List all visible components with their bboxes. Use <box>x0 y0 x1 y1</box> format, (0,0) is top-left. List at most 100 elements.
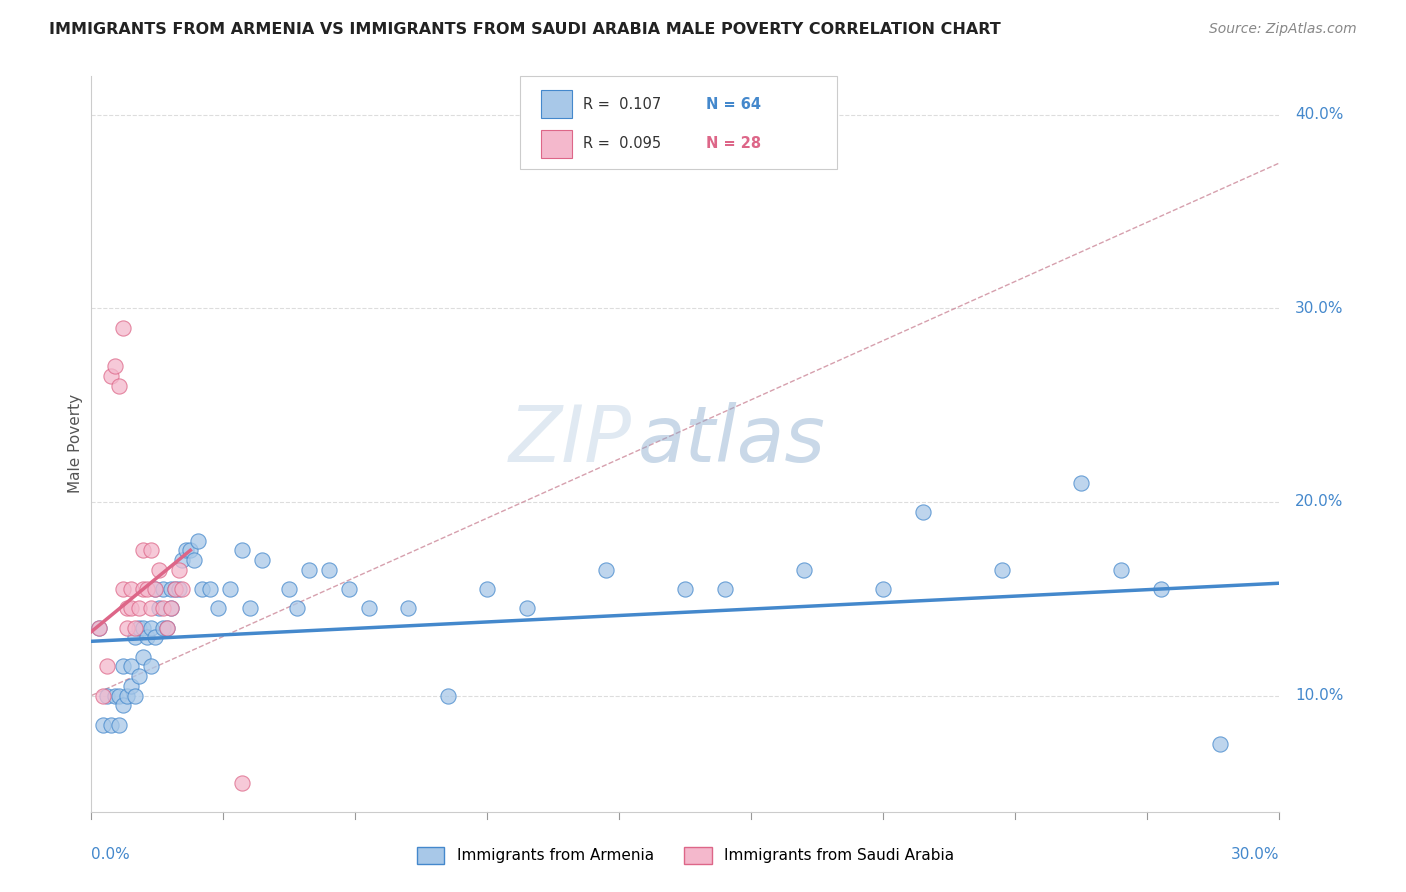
Text: Source: ZipAtlas.com: Source: ZipAtlas.com <box>1209 22 1357 37</box>
Point <box>108 378 131 392</box>
Point <box>1109 563 1132 577</box>
Point <box>104 689 127 703</box>
Point <box>714 582 737 596</box>
Point <box>115 621 138 635</box>
Point <box>285 601 308 615</box>
Point <box>152 582 174 596</box>
Point <box>191 582 214 596</box>
Point <box>172 553 194 567</box>
Legend: Immigrants from Armenia, Immigrants from Saudi Arabia: Immigrants from Armenia, Immigrants from… <box>411 840 960 871</box>
Y-axis label: Male Poverty: Male Poverty <box>67 394 83 493</box>
Point <box>132 543 155 558</box>
Point <box>231 543 253 558</box>
Point <box>139 621 162 635</box>
Point <box>112 698 135 713</box>
Point <box>124 689 146 703</box>
Point <box>337 582 360 596</box>
Text: 0.0%: 0.0% <box>91 847 131 862</box>
Text: ZIP: ZIP <box>509 402 631 478</box>
Text: 10.0%: 10.0% <box>1295 688 1344 703</box>
Point <box>104 359 127 374</box>
Point <box>159 601 181 615</box>
Point <box>357 601 380 615</box>
Point <box>152 621 174 635</box>
Point <box>128 601 150 615</box>
Point <box>991 563 1014 577</box>
Point <box>100 369 122 384</box>
Point <box>132 621 155 635</box>
Point <box>108 717 131 731</box>
Point <box>298 563 321 577</box>
Point <box>132 649 155 664</box>
Point <box>124 621 146 635</box>
Point <box>112 659 135 673</box>
Point <box>231 775 253 789</box>
Point <box>89 621 111 635</box>
Point <box>91 717 114 731</box>
Point <box>143 631 166 645</box>
Point <box>139 601 162 615</box>
Text: 30.0%: 30.0% <box>1232 847 1279 862</box>
Point <box>139 659 162 673</box>
Point <box>148 601 170 615</box>
Point <box>120 601 142 615</box>
Point <box>115 689 138 703</box>
Text: 40.0%: 40.0% <box>1295 107 1344 122</box>
Point <box>135 582 157 596</box>
Point <box>200 582 222 596</box>
Point <box>396 601 419 615</box>
Point <box>152 601 174 615</box>
Point <box>219 582 242 596</box>
Point <box>132 582 155 596</box>
Point <box>239 601 262 615</box>
Point <box>100 717 122 731</box>
Point <box>128 621 150 635</box>
Point <box>172 582 194 596</box>
Point <box>128 669 150 683</box>
Point <box>139 543 162 558</box>
Point <box>872 582 894 596</box>
Point <box>250 553 273 567</box>
Text: 20.0%: 20.0% <box>1295 494 1344 509</box>
Point <box>91 689 114 703</box>
Point <box>143 582 166 596</box>
Point <box>96 689 118 703</box>
Point <box>187 533 209 548</box>
Text: 30.0%: 30.0% <box>1295 301 1344 316</box>
Point <box>673 582 696 596</box>
Text: atlas: atlas <box>638 402 825 478</box>
Point <box>278 582 301 596</box>
Point <box>159 601 181 615</box>
Text: R =  0.107: R = 0.107 <box>583 96 662 112</box>
Point <box>156 621 179 635</box>
Point <box>89 621 111 635</box>
Point <box>96 659 118 673</box>
Point <box>183 553 205 567</box>
Point <box>318 563 340 577</box>
Point <box>148 563 170 577</box>
Text: N = 28: N = 28 <box>706 136 761 152</box>
Point <box>159 582 181 596</box>
Point <box>595 563 617 577</box>
Point <box>176 543 198 558</box>
Point <box>516 601 538 615</box>
Point <box>163 582 186 596</box>
Point <box>167 563 190 577</box>
Point <box>911 504 934 518</box>
Point <box>163 582 186 596</box>
Point <box>156 621 179 635</box>
Point <box>115 601 138 615</box>
Point <box>167 582 190 596</box>
Point <box>1209 737 1232 751</box>
Point <box>1150 582 1173 596</box>
Point <box>112 582 135 596</box>
Text: N = 64: N = 64 <box>706 96 761 112</box>
Point <box>124 631 146 645</box>
Point <box>135 631 157 645</box>
Point <box>120 582 142 596</box>
Point <box>793 563 815 577</box>
Text: R =  0.095: R = 0.095 <box>583 136 662 152</box>
Point <box>120 679 142 693</box>
Point <box>179 543 201 558</box>
Point <box>207 601 229 615</box>
